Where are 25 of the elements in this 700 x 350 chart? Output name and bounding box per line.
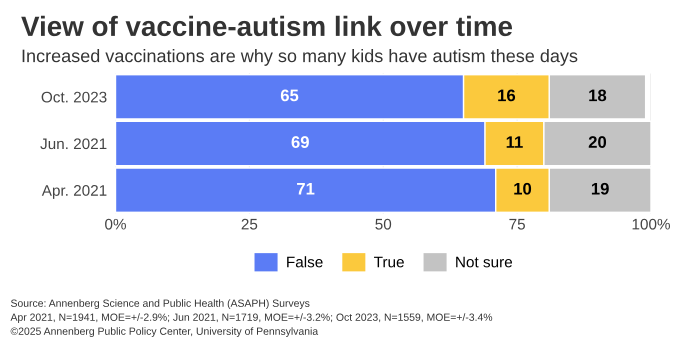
- x-tick-label: 25: [242, 218, 258, 230]
- text: ©2025 Annenberg Public Policy Center, University of Pennsylvania: [10, 327, 318, 337]
- chart-subtitle: Increased vaccinations are why so many kids have autism these days: [22, 49, 578, 66]
- data-label: 65: [280, 90, 298, 102]
- y-tick-label: Apr. 2021: [42, 185, 106, 199]
- data-label: 18: [589, 90, 606, 102]
- x-tick-label: 75: [509, 218, 525, 230]
- x-tick-label: 100%: [632, 218, 670, 230]
- data-label: 69: [292, 136, 309, 148]
- x-tick-label: 0%: [105, 218, 126, 230]
- chart-title: View of vaccine-autism link over time: [21, 16, 512, 36]
- source-note: Source: Annenberg Science and Public Health (ASAPH) Surveys: [10, 299, 310, 309]
- legend-label: Not sure: [456, 256, 512, 268]
- y-tick-label: Jun. 2021: [40, 138, 106, 150]
- data-label: 20: [588, 136, 606, 148]
- legend-label: False: [287, 256, 323, 268]
- x-tick-label: 50: [375, 218, 392, 230]
- data-label: 10: [514, 182, 532, 195]
- legend-label: True: [374, 256, 404, 268]
- data-label: 71: [297, 183, 314, 194]
- data-label: 16: [498, 90, 516, 102]
- y-tick-label: Oct. 2023: [42, 92, 106, 103]
- data-label: 19: [592, 182, 609, 195]
- text: Apr 2021, N=1941, MOE=+/-2.9%; Jun 2021, N=1719, MOE=+/-3.2%; Oct 2023, N=1559, MOE=+/-3.4%: [10, 313, 492, 323]
- data-label: 11: [506, 136, 523, 148]
